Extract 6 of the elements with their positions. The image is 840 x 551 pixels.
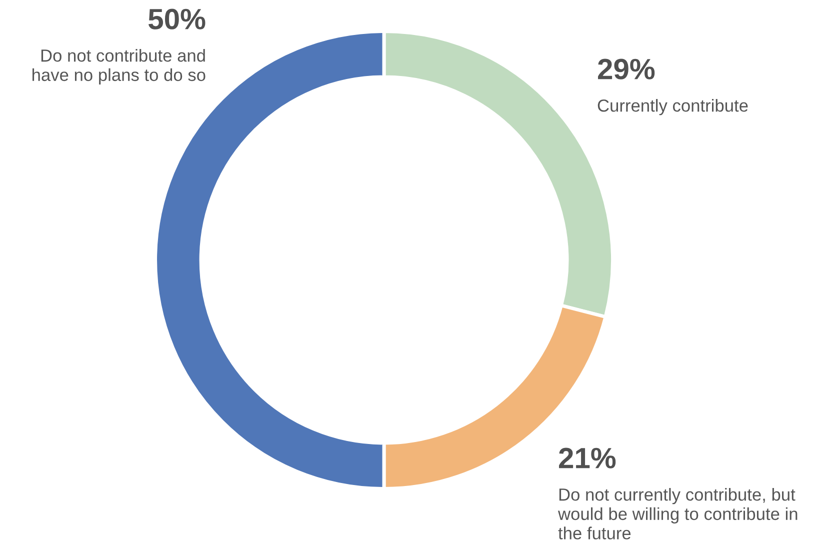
data-label: 21% (559, 448, 616, 468)
data-label: 50% (148, 8, 206, 30)
data-label: 29% (598, 58, 655, 80)
slice-label: Do not contribute and have no plans to do so (32, 49, 206, 85)
slice-label: Do not currently contribute, but would be willing to contribute in the future (558, 488, 798, 540)
slice-label: Currently contribute (598, 99, 748, 116)
